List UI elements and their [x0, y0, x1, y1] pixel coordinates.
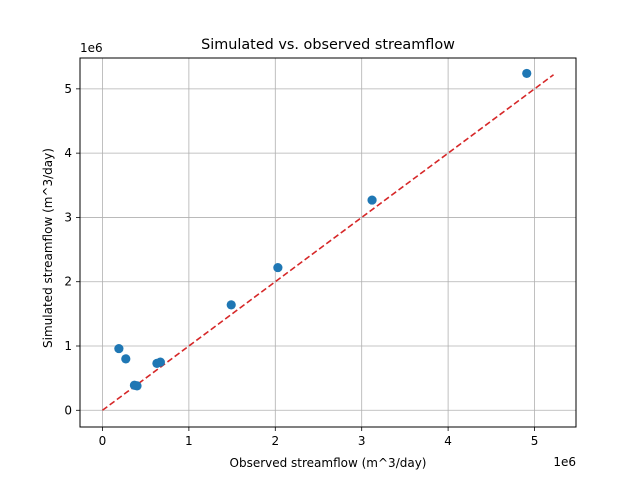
data-point [121, 354, 131, 364]
grid [80, 58, 576, 427]
data-point [367, 195, 377, 205]
x-axis-label: Observed streamflow (m^3/day) [230, 456, 427, 470]
x-tick-label: 1 [185, 434, 193, 448]
data-point [522, 68, 532, 79]
y-tick-label: 3 [64, 210, 72, 224]
x-tick-label: 4 [444, 434, 452, 448]
y-tick-label: 1 [64, 339, 72, 353]
one-to-one-reference-line [101, 74, 555, 411]
x-tick-label: 3 [358, 434, 366, 448]
y-axis-offset-label: 1e6 [80, 41, 103, 55]
data-points [114, 68, 532, 391]
x-tick-label: 2 [271, 434, 279, 448]
data-point [226, 300, 236, 310]
y-tick-label: 5 [64, 82, 72, 96]
x-tick-label: 0 [99, 434, 107, 448]
x-tick-label: 5 [531, 434, 539, 448]
reference-line-layer [101, 74, 555, 411]
chart-title: Simulated vs. observed streamflow [201, 37, 455, 53]
data-point [114, 343, 124, 354]
data-point [155, 357, 165, 367]
plot-area-frame [79, 57, 577, 428]
x-axis-offset-label: 1e6 [553, 455, 576, 469]
data-point [132, 381, 142, 391]
axis-ticks: 0 1 2 3 4 5 0 1 2 3 4 5 [64, 82, 538, 448]
y-tick-label: 0 [64, 403, 72, 417]
y-axis-label: Simulated streamflow (m^3/day) [41, 148, 55, 348]
y-tick-label: 4 [64, 146, 72, 160]
y-tick-label: 2 [64, 275, 72, 289]
data-point [273, 262, 283, 273]
